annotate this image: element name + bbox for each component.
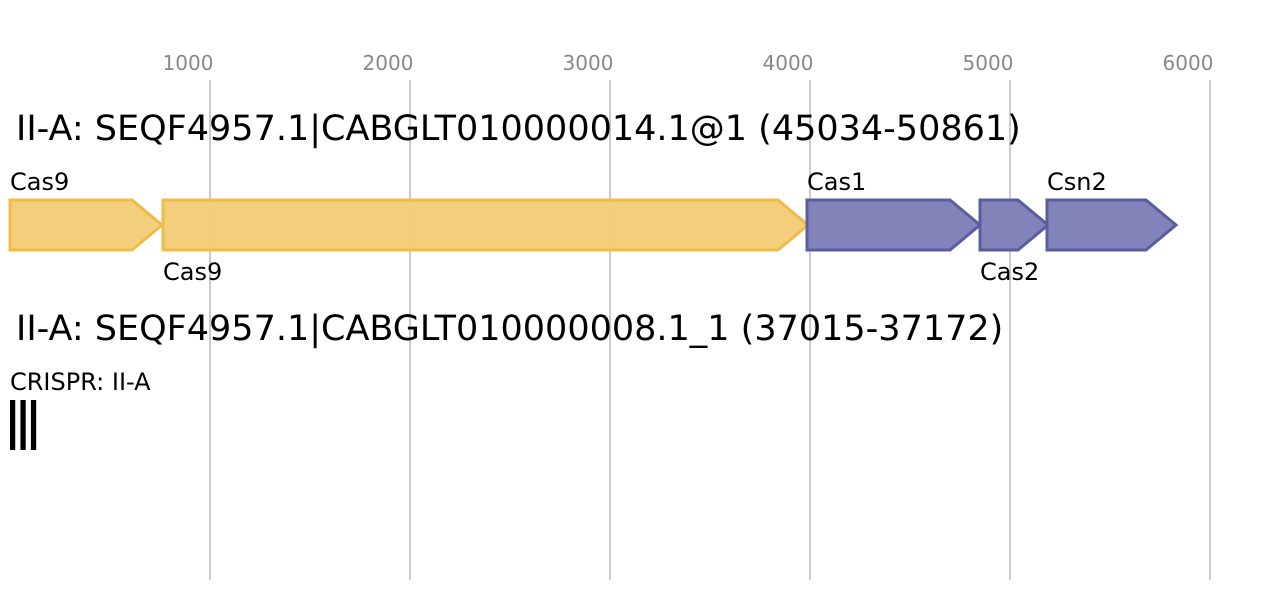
gene-arrow — [978, 198, 1051, 252]
gene-arrow — [8, 198, 165, 252]
gene-arrow — [1045, 198, 1179, 252]
tick-label: 5000 — [963, 51, 1014, 75]
gene-label: Cas1 — [807, 168, 866, 196]
gene-label: Cas2 — [980, 258, 1039, 286]
tick-label: 3000 — [563, 51, 614, 75]
gene-label: Cas9 — [10, 168, 69, 196]
gene-arrow — [161, 198, 811, 252]
locus-title: II-A: SEQF4957.1|CABGLT010000014.1@1 (45… — [16, 109, 1021, 149]
tick-label: 4000 — [763, 51, 814, 75]
gene-label: Cas9 — [163, 258, 222, 286]
locus-title: II-A: SEQF4957.1|CABGLT010000008.1_1 (37… — [16, 309, 1003, 349]
crispr-array — [10, 400, 37, 450]
tick-label: 1000 — [163, 51, 214, 75]
crispr-repeat — [20, 400, 26, 450]
crispr-label: CRISPR: II-A — [10, 368, 151, 396]
crispr-repeat — [10, 400, 16, 450]
crispr-repeat — [30, 400, 37, 450]
tick-label: 2000 — [363, 51, 414, 75]
tick-label: 6000 — [1163, 51, 1214, 75]
gene-arrow — [805, 198, 983, 252]
gene-label: Csn2 — [1047, 168, 1107, 196]
